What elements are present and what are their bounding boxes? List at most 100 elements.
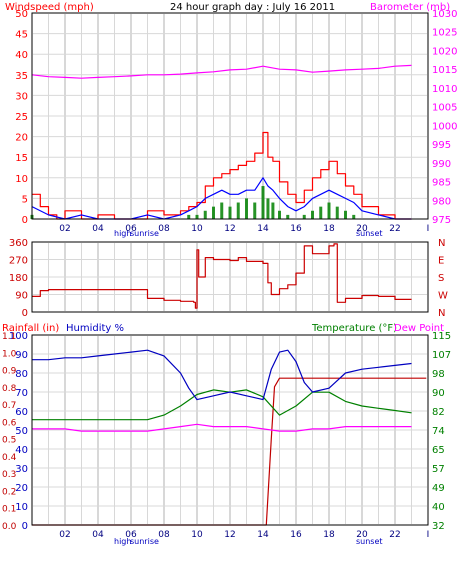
barometer-axis-tick-label: 1010 [432,84,457,95]
climate-panel-x-tick-label: 18 [323,530,335,540]
windspeed-axis-tick-label: 20 [15,133,28,144]
rainfall-axis-label: Rainfall (in) [2,323,59,334]
windspeed-axis-tick-label: 35 [15,71,28,82]
direction-axis-tick-label: 270 [9,256,28,267]
wind-low-bar [253,202,257,219]
rainfall-axis-tick-label: 0.2 [2,487,16,497]
wind-low-bar [220,202,224,219]
windspeed-axis-tick-label: 30 [15,91,28,102]
temperature-axis-tick-label: 115 [432,331,451,342]
wind-low-bar [271,202,275,219]
wind-low-bar [286,214,290,219]
wind-low-bar [302,214,306,219]
barometer-axis-tick-label: 1025 [432,28,457,39]
wind-panel-x-tick-label: 08 [158,224,170,234]
wind-low-bar [245,198,248,219]
temperature-line [32,389,412,421]
dewpoint-line [32,423,412,432]
temperature-axis-tick-label: 82 [432,407,445,418]
sunrise-label-top: sunrise [130,229,159,238]
compass-axis-tick-label: N [438,238,445,249]
climate-panel-x-tick-label: 12 [224,530,235,540]
windspeed-line [32,131,412,220]
direction-axis-tick-label: 180 [9,273,28,284]
compass-axis-tick-label: S [438,273,444,284]
humidity-axis-tick-label: 20 [15,483,28,494]
wind-low-bar [195,214,199,219]
rainfall-axis-tick-label: 0.6 [2,418,17,428]
wind-low-bar [261,186,265,219]
barometer-axis-tick-label: 995 [432,140,451,151]
rainfall-axis-tick-label: 0.1 [2,505,16,515]
barometer-axis-tick-label: 985 [432,178,451,189]
rainfall-axis-tick-label: 1.0 [2,349,17,359]
climate-panel-x-tick-label: 16 [290,530,302,540]
windspeed-axis-tick-label: 50 [15,9,28,20]
wind-low-bar [327,202,331,219]
climate-panel-x-tick-label: 02 [59,530,70,540]
humidity-axis-tick-label: 40 [15,445,28,456]
windspeed-axis-tick-label: 45 [15,30,28,41]
temperature-axis-label: Temperature (°F) [311,323,397,334]
rainfall-axis-tick-label: 0.9 [2,367,17,377]
temperature-axis-tick-label: 49 [432,483,445,494]
wind-low-bar [236,202,240,219]
climate-panel-x-tick-label: 06 [125,530,137,540]
wind-panel-x-tick-label: 18 [323,224,335,234]
climate-panel-x-tick-label: 22 [389,530,400,540]
climate-panel-x-tick-label: 04 [92,530,104,540]
wind-direction-line [32,243,412,309]
sunset-label-bottom: sunset [356,537,383,546]
humidity-axis-tick-label: 70 [15,388,28,399]
humidity-axis-tick-label: 80 [15,369,28,380]
barometer-axis-label: Barometer (mb) [370,2,450,13]
sunset-label-top: sunset [356,229,383,238]
rainfall-axis-tick-label: 0.8 [2,384,17,394]
barometer-axis-tick-label: 1000 [432,121,457,132]
direction-axis-tick-label: 0 [22,308,28,319]
wind-low-bar [352,214,356,219]
dewpoint-axis-label: Dew Point [394,323,444,334]
humidity-axis-tick-label: 10 [15,502,28,513]
humidity-axis-tick-label: 90 [15,350,28,361]
wind-low-bar [203,210,207,219]
windspeed-axis-tick-label: 15 [15,153,28,164]
barometer-axis-tick-label: 1030 [432,9,457,20]
temperature-axis-tick-label: 98 [432,369,445,380]
climate-panel-x-tick-label: 10 [191,530,203,540]
rainfall-axis-tick-label: 0.5 [2,436,16,446]
barometer-axis-tick-label: 1020 [432,46,457,57]
temperature-axis-tick-label: 32 [432,521,445,532]
temperature-axis-tick-label: 40 [432,502,445,513]
climate-panel-x-tick-label: 20 [356,530,368,540]
direction-axis-tick-label: 90 [15,291,28,302]
barometer-axis-tick-label: 1015 [432,65,457,76]
windspeed-axis-tick-label: 10 [15,174,28,185]
rainfall-axis-tick-label: 0.3 [2,470,16,480]
high-label-top: high [114,229,131,238]
temperature-axis-tick-label: 107 [432,350,451,361]
humidity-axis-tick-label: 0 [22,521,28,532]
climate-panel-x-tick-label: 14 [257,530,269,540]
wind-panel-frame [31,12,429,220]
temperature-axis-tick-label: 57 [432,464,445,475]
wind-panel-x-tick-label: 02 [59,224,70,234]
wind-low-bar [278,210,281,219]
rainfall-axis-tick-label: 1.1 [2,332,16,342]
temperature-axis-tick-label: 65 [432,445,445,456]
humidity-axis-tick-label: 60 [15,407,28,418]
compass-axis-tick-label: E [438,256,444,267]
wind-low-bar [311,210,314,219]
barometer-axis-tick-label: 990 [432,159,451,170]
wind-low-bar [266,198,270,219]
barometer-axis-tick-label: 980 [432,196,451,207]
climate-panel-frame [31,334,429,526]
wind-panel-x-tick-label: 12 [224,224,235,234]
wind-panel-x-tick-label: 16 [290,224,302,234]
rainfall-axis-tick-label: 0.7 [2,401,16,411]
humidity-line [32,349,412,401]
wind-panel-x-tick-label: 06 [125,224,137,234]
wind-panel-x-tick-label: 22 [389,224,400,234]
